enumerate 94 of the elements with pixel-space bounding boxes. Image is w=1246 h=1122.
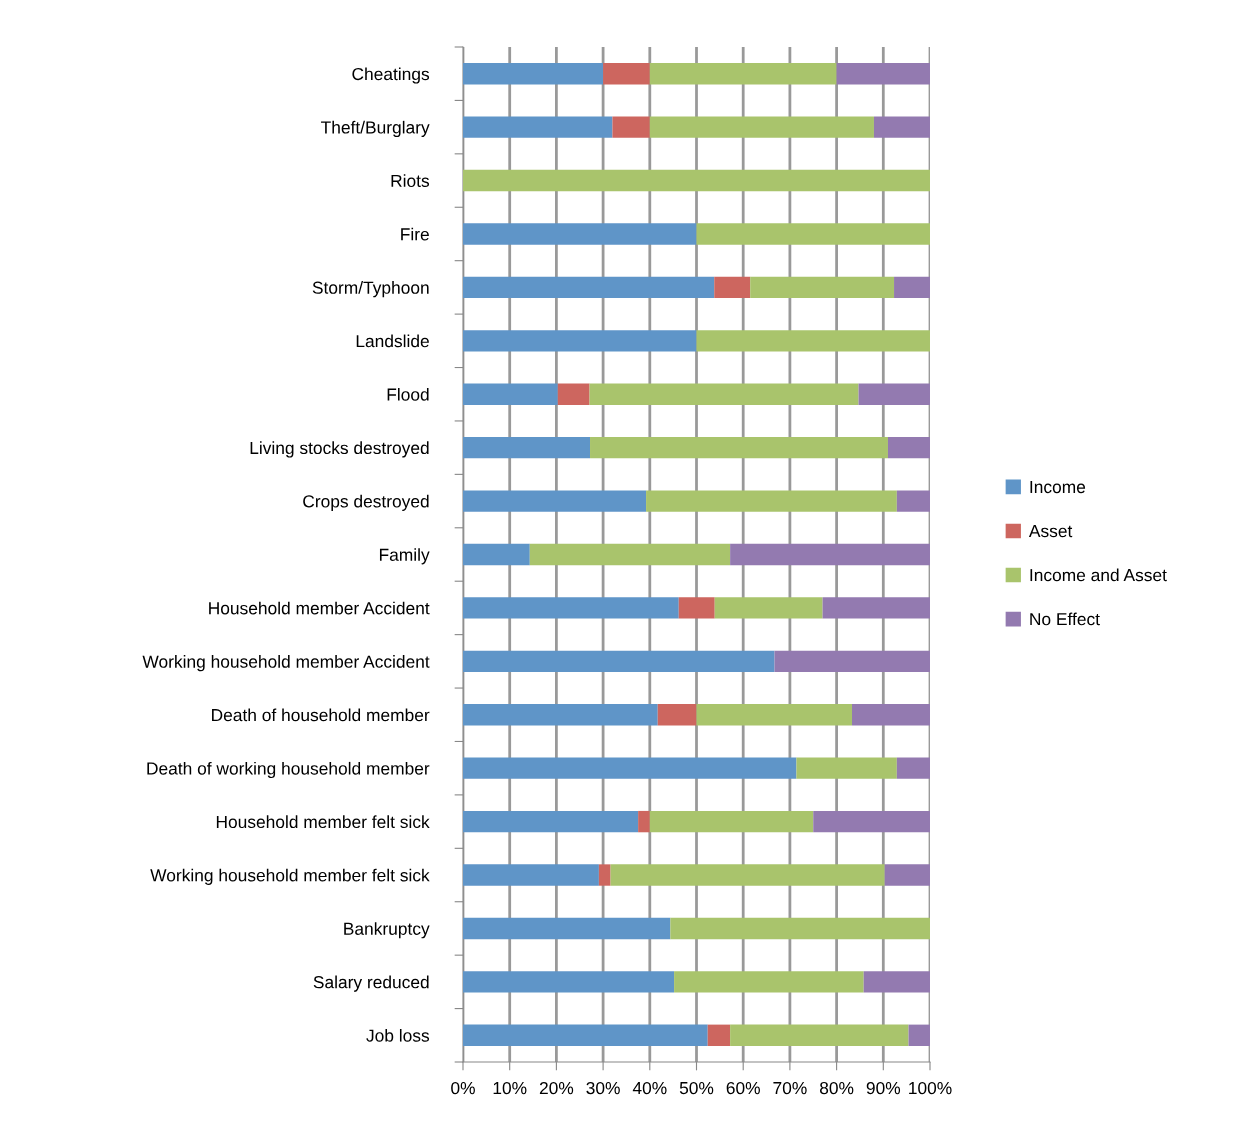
bar [590,436,888,459]
bar [674,971,864,993]
bar [896,757,930,779]
x-tick-label: 20% [539,1081,574,1095]
bar [557,383,590,405]
bar [696,704,853,726]
bar [463,490,647,512]
y-tick-label: Household member Accident [209,601,430,615]
y-tick-label: Flood [387,387,429,401]
bar [463,810,639,833]
bar [863,971,930,993]
y-tick-label: Household member felt sick [216,815,430,829]
bar [463,543,530,566]
bar [696,223,930,245]
y-tick-label: Working household member Accident [142,655,430,672]
bar [463,383,558,405]
bar [649,810,814,833]
y-tick-label: Landslide [356,334,429,348]
bar [463,63,604,85]
x-tick-label: 80% [819,1081,854,1095]
y-tick-label: Theft/Burglary [321,120,430,138]
bar [750,276,895,299]
bar [463,276,715,299]
bar [649,63,837,85]
y-tick-label: Living stocks destroyed [250,441,429,458]
bar [887,436,930,459]
y-tick-label: Death of household member [212,708,430,722]
bar [529,543,731,566]
bar [463,864,599,886]
bar [852,704,930,726]
y-tick-label: Fire [401,227,429,241]
bar [670,917,930,940]
bar [696,330,930,352]
bar [714,276,751,299]
y-tick-label: Job loss [366,1029,430,1042]
x-tick-label: 10% [493,1081,527,1095]
bar [908,1024,930,1046]
bar [612,116,650,138]
bar [463,757,797,779]
bar [463,597,679,619]
bar [463,436,591,459]
bar [730,543,930,566]
y-tick-label: Riots [391,174,430,188]
bar [714,597,823,619]
x-tick-label: 100% [909,1081,952,1095]
bar [657,704,697,726]
bar [678,597,715,619]
bar [836,63,930,85]
bar [896,490,930,512]
x-tick-label: 90% [866,1081,901,1095]
bar [796,757,897,779]
bar [813,810,930,833]
y-tick-label: Cheatings [352,67,430,84]
x-tick-label: 60% [726,1081,760,1095]
bar [463,704,658,726]
bar [822,597,930,619]
bar [646,490,897,512]
x-tick-label: 30% [586,1081,620,1095]
bar [894,276,930,299]
y-tick-label: Family [379,548,430,565]
bar [463,650,775,673]
bar [884,864,930,886]
bar [873,116,930,138]
bar [638,810,650,833]
y-tick-label: Storm/Typhoon [312,281,429,298]
bar [603,63,650,85]
legend-label: No Effect [1030,612,1100,626]
bar [589,383,859,405]
legend-label: Income [1030,481,1086,494]
y-tick-label: Bankruptcy [344,922,430,939]
bar [610,864,885,886]
bar [463,223,697,245]
y-tick-label: Working household member felt sick [150,868,430,885]
bar [463,116,613,138]
bar [463,971,675,993]
bar [707,1024,731,1046]
bar [730,1024,909,1046]
bar [463,917,671,940]
bar [649,116,874,138]
bar [598,864,611,886]
bar [774,650,930,673]
y-tick-label: Salary reduced [313,975,429,992]
legend-label: Income and Asset [1030,568,1167,582]
y-tick-label: Death of working household member [147,761,430,779]
y-tick-label: Crops destroyed [303,494,429,511]
bar [463,1024,708,1046]
x-tick-label: 50% [679,1081,714,1095]
x-tick-label: 70% [773,1081,807,1095]
legend-label: Asset [1028,525,1073,538]
bar [858,383,930,405]
bar [463,169,930,192]
x-tick-label: 0% [451,1081,475,1095]
x-tick-label: 40% [632,1081,667,1095]
bar [463,330,697,352]
